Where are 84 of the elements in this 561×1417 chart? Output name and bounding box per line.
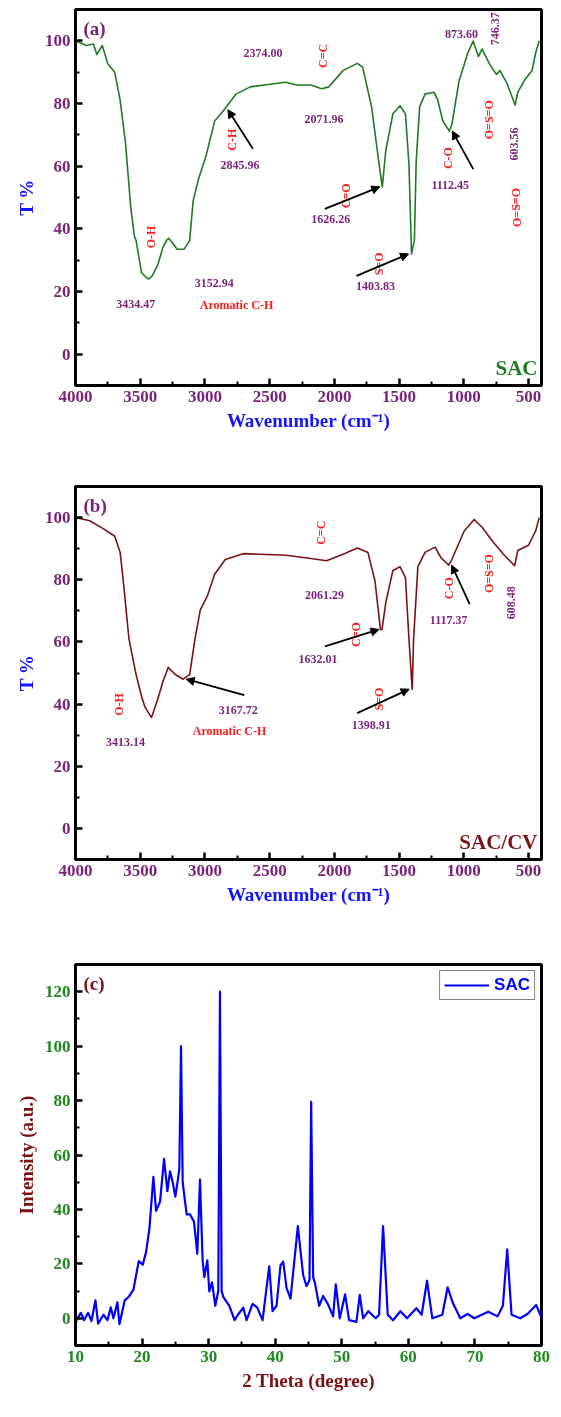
y-tick-label: 60	[53, 156, 71, 176]
annotation: 1112.45	[431, 178, 470, 193]
x-tick-label: 2500	[252, 386, 287, 406]
x-tick-label: 1500	[382, 386, 417, 406]
x-tick-label: 2500	[252, 860, 287, 880]
annotation: C=C	[314, 520, 329, 545]
x-tick-label: 70	[466, 1346, 484, 1366]
annotation: 2061.29	[304, 587, 344, 602]
x-axis-title: Wavenumber (cm⁻¹)	[226, 883, 390, 906]
x-tick-label: 1000	[446, 386, 481, 406]
x-tick-label: 500	[515, 386, 542, 406]
x-axis-title: Wavenumber (cm⁻¹)	[226, 409, 390, 432]
y-axis-title: T %	[16, 179, 37, 216]
x-tick-label: 4000	[58, 860, 93, 880]
x-tick-label: 500	[515, 860, 542, 880]
annotation: O=S=O	[509, 187, 524, 228]
y-tick-label: 20	[53, 756, 71, 776]
annotation: 2845.96	[220, 157, 260, 172]
x-tick-label: 30	[200, 1346, 218, 1366]
annotation: 3167.72	[218, 703, 258, 718]
y-tick-label: 80	[53, 94, 71, 113]
annotation: 2071.96	[304, 111, 344, 126]
annotation: 1632.01	[298, 652, 338, 667]
x-tick-label: 20	[133, 1346, 151, 1366]
y-tick-label: 20	[53, 282, 71, 301]
annotation: C=C	[316, 43, 331, 68]
text: SAC/CV	[459, 829, 538, 854]
y-tick-label: 40	[53, 1199, 71, 1219]
annotation: 1403.83	[356, 278, 396, 293]
x-axis-title: 2 Theta (degree)	[242, 1369, 375, 1392]
annotation: 1117.37	[429, 613, 468, 628]
annotation: 746.37	[487, 12, 502, 46]
annotation: 3413.14	[105, 735, 145, 750]
x-tick-label: 3500	[123, 860, 158, 880]
y-tick-label: 40	[53, 219, 71, 239]
annotation: 3152.94	[194, 276, 234, 291]
annotation: O=S=O	[481, 554, 496, 594]
annotation: O=S=O	[481, 100, 496, 140]
y-tick-label: 60	[53, 632, 71, 652]
text: SAC	[495, 355, 538, 380]
x-tick-label: 4000	[58, 386, 93, 406]
x-tick-label: 3000	[187, 860, 222, 880]
x-tick-label: 40	[266, 1346, 284, 1366]
x-tick-label: 50	[333, 1346, 351, 1366]
annotation: Aromatic C-H	[199, 297, 274, 312]
y-tick-label: 100	[45, 31, 71, 51]
y-tick-label: 100	[45, 508, 71, 528]
y-tick-label: 20	[53, 1254, 71, 1274]
y-tick-label: 120	[45, 982, 71, 1002]
chart-title: (a)	[83, 17, 106, 40]
y-tick-label: 40	[53, 694, 71, 714]
x-tick-label: 2000	[317, 860, 352, 880]
y-axis-title: Intensity (a.u.)	[16, 1095, 38, 1215]
annotation: O-H	[143, 224, 158, 249]
y-tick-label: 0	[62, 344, 71, 364]
x-tick-label: 1000	[446, 860, 481, 880]
x-tick-label: 3500	[123, 386, 158, 406]
y-axis-title: T %	[16, 655, 37, 692]
x-tick-label: 10	[67, 1346, 84, 1366]
legend-label: SAC	[494, 975, 530, 995]
x-tick-label: 80	[533, 1346, 550, 1366]
y-tick-label: 80	[53, 570, 71, 590]
y-tick-label: 100	[45, 1036, 71, 1056]
y-tick-label: 80	[53, 1091, 71, 1111]
x-tick-label: 1500	[382, 860, 417, 880]
annotation: 2374.00	[243, 46, 283, 61]
annotation: 3434.47	[116, 296, 156, 311]
annotation: 608.48	[503, 586, 518, 620]
annotation: Aromatic C-H	[192, 723, 267, 738]
annotation: C-O	[441, 147, 456, 170]
y-tick-label: 0	[62, 818, 71, 838]
annotation: C=O	[349, 622, 364, 647]
chart-title: (b)	[83, 494, 107, 517]
chart-title: (c)	[83, 972, 105, 995]
annotation: 1626.26	[311, 211, 351, 226]
x-tick-label: 3000	[187, 386, 222, 406]
y-tick-label: 0	[62, 1308, 71, 1328]
annotation: 873.60	[445, 26, 478, 41]
x-tick-label: 2000	[317, 386, 352, 406]
annotation: 603.56	[507, 127, 522, 161]
x-tick-label: 60	[399, 1346, 417, 1366]
annotation: 1398.91	[351, 718, 391, 733]
annotation: O-H	[112, 692, 127, 716]
y-tick-label: 60	[53, 1145, 71, 1165]
